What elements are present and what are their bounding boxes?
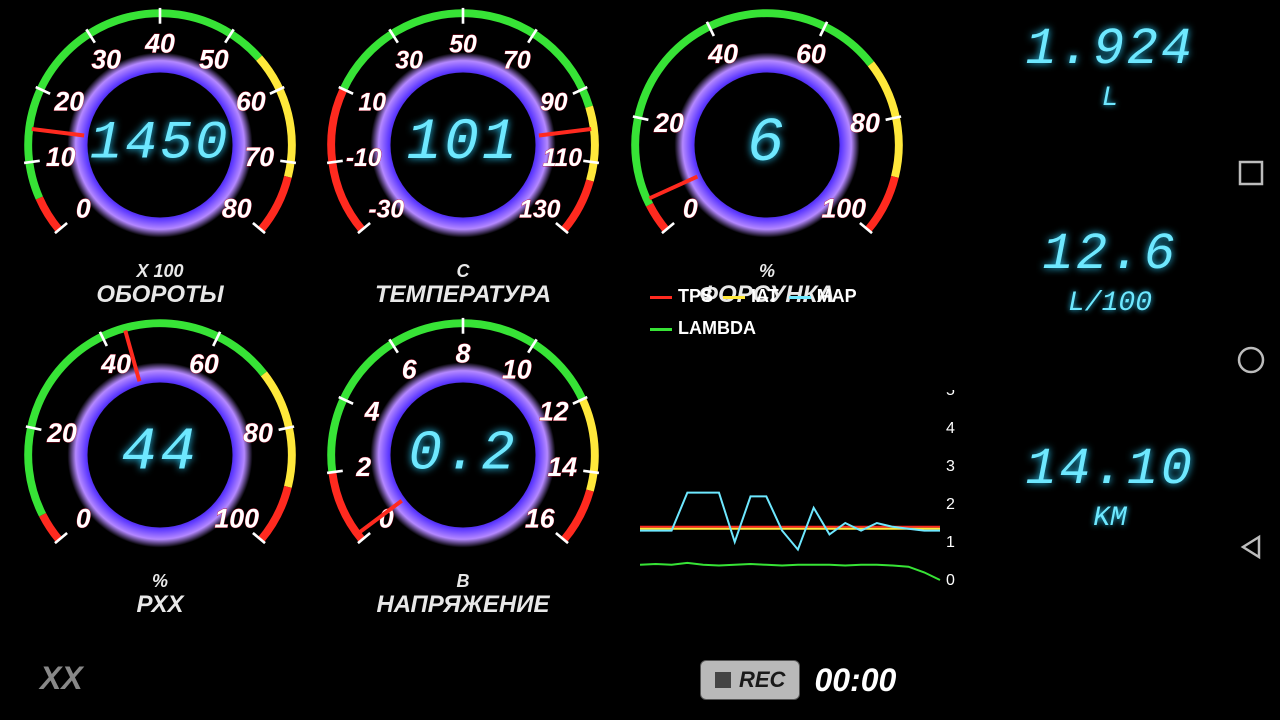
rec-button[interactable]: REC [700,660,800,700]
logo: XX [40,660,83,697]
legend-swatch-lambda [650,328,672,331]
svg-text:40: 40 [100,349,131,379]
gauge-inj-value: 6 [747,108,787,179]
svg-text:2: 2 [946,496,955,513]
svg-text:8: 8 [456,339,471,369]
svg-text:16: 16 [525,503,555,533]
gauge-iac-label: РХХ [136,591,183,619]
gauge-rpm-value: 1450 [90,113,230,174]
svg-text:80: 80 [243,418,273,448]
readout-cons-unit: L/100 [1020,288,1200,319]
mini-chart-legend: TPS IAT MAP LAMBDA [640,280,980,345]
gauge-volt-unit: B [457,571,470,592]
android-nav [1222,0,1280,720]
svg-text:20: 20 [653,108,684,138]
svg-text:5: 5 [946,390,955,399]
svg-text:70: 70 [244,142,274,172]
svg-text:20: 20 [53,87,84,117]
readout-cons[interactable]: 12.6 L/100 [1020,225,1200,319]
legend-label-lambda: LAMBDA [678,318,756,338]
svg-text:60: 60 [236,87,266,117]
svg-text:50: 50 [199,44,229,74]
svg-text:10: 10 [502,354,532,384]
legend-swatch-map [789,296,811,299]
stop-icon [715,672,731,688]
svg-text:4: 4 [946,420,955,437]
recorder: REC 00:00 [700,660,896,700]
circle-icon[interactable] [1237,346,1265,374]
gauge-temp-label: ТЕМПЕРАТУРА [375,281,551,309]
mini-chart-panel: TPS IAT MAP LAMBDA 0 1 2 3 4 5 [640,280,980,610]
readout-dist[interactable]: 14.10 KM [1020,440,1200,534]
svg-text:90: 90 [540,90,568,117]
svg-text:2: 2 [355,452,371,482]
svg-text:-10: -10 [346,145,382,172]
svg-text:-30: -30 [368,196,404,223]
svg-text:80: 80 [222,193,252,223]
gauge-volt[interactable]: 02468101214160.2BНАПРЯЖЕНИЕ [318,310,608,600]
svg-text:3: 3 [946,458,955,475]
gauge-iac-unit: % [152,571,168,592]
svg-text:60: 60 [796,39,826,69]
gauge-rpm-label: ОБОРОТЫ [96,281,223,309]
gauge-temp-value: 101 [406,111,519,176]
svg-text:10: 10 [358,90,386,117]
svg-text:40: 40 [144,29,175,59]
gauge-volt-value: 0.2 [408,422,517,486]
svg-text:0: 0 [683,193,698,223]
legend-swatch-tps [650,296,672,299]
rec-time: 00:00 [814,662,896,699]
svg-text:40: 40 [707,39,738,69]
square-icon[interactable] [1237,159,1265,187]
gauge-inj-unit: % [759,261,775,282]
svg-text:130: 130 [519,196,560,223]
gauge-inj[interactable]: 0204060801006%ФОРСУНКА [622,0,912,290]
gauge-temp-unit: C [457,261,470,282]
legend-label-tps: TPS [678,286,713,306]
svg-text:0: 0 [76,503,91,533]
svg-text:100: 100 [214,503,259,533]
readout-fuel-used-value: 1.924 [1020,20,1200,79]
svg-text:20: 20 [46,418,77,448]
readout-dist-value: 14.10 [1020,440,1200,499]
legend-label-iat: IAT [751,286,779,306]
svg-text:0: 0 [946,572,955,589]
svg-text:100: 100 [821,193,866,223]
svg-text:1: 1 [946,534,955,551]
svg-text:60: 60 [189,349,219,379]
back-icon[interactable] [1237,533,1265,561]
svg-text:10: 10 [46,142,76,172]
svg-text:30: 30 [395,47,423,74]
readout-fuel-used[interactable]: 1.924 L [1020,20,1200,114]
gauge-volt-label: НАПРЯЖЕНИЕ [376,591,549,619]
gauge-iac-value: 44 [121,420,199,488]
svg-text:14: 14 [547,452,577,482]
svg-text:50: 50 [449,32,477,59]
gauge-temp[interactable]: -30-101030507090110130101CТЕМПЕРАТУРА [318,0,608,290]
gauge-rpm[interactable]: 010203040506070801450X 100ОБОРОТЫ [15,0,305,290]
readout-dist-unit: KM [1020,503,1200,534]
svg-text:4: 4 [364,397,380,427]
legend-label-map: MAP [817,286,857,306]
svg-text:70: 70 [503,47,531,74]
readout-fuel-used-unit: L [1020,83,1200,114]
gauge-iac[interactable]: 02040608010044%РХХ [15,310,305,600]
gauge-rpm-unit: X 100 [136,261,183,282]
readout-cons-value: 12.6 [1020,225,1200,284]
mini-chart: 0 1 2 3 4 5 [640,390,980,590]
svg-text:30: 30 [91,44,121,74]
rec-label: REC [739,667,785,693]
legend-swatch-iat [723,296,745,299]
svg-text:110: 110 [543,145,583,172]
svg-text:12: 12 [539,397,569,427]
svg-text:80: 80 [850,108,880,138]
svg-text:6: 6 [402,354,417,384]
svg-text:0: 0 [76,193,91,223]
